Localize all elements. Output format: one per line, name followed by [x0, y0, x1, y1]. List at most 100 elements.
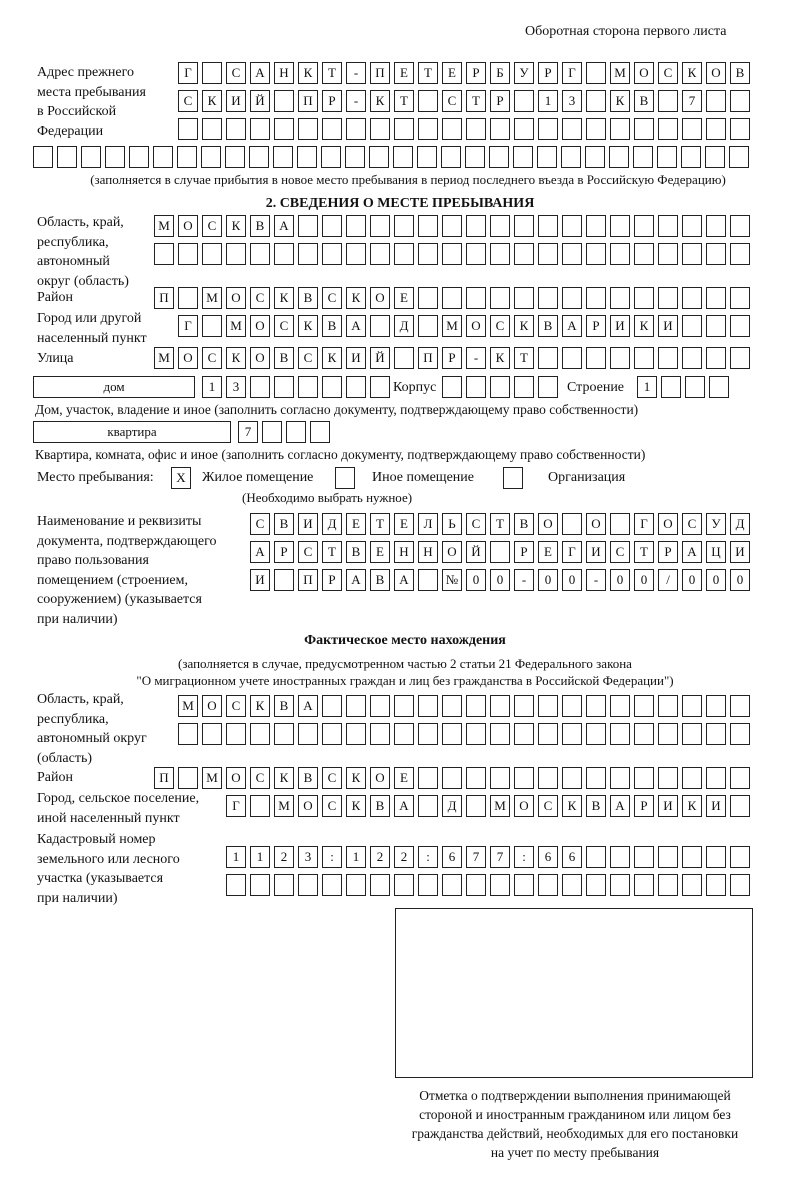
char-cell[interactable]: [538, 723, 558, 745]
char-cell[interactable]: [297, 146, 317, 168]
char-cell[interactable]: К: [682, 795, 702, 817]
char-cell[interactable]: [681, 146, 701, 168]
char-cell[interactable]: [610, 347, 630, 369]
char-cell[interactable]: К: [274, 287, 294, 309]
char-cell[interactable]: [178, 118, 198, 140]
char-cell[interactable]: К: [322, 347, 342, 369]
char-cell[interactable]: В: [586, 795, 606, 817]
char-cell[interactable]: И: [706, 795, 726, 817]
char-cell[interactable]: [370, 215, 390, 237]
char-cell[interactable]: [274, 723, 294, 745]
char-cell[interactable]: К: [610, 90, 630, 112]
char-cell[interactable]: О: [370, 767, 390, 789]
char-cell[interactable]: П: [298, 90, 318, 112]
char-cell[interactable]: М: [226, 315, 246, 337]
char-cell[interactable]: [418, 569, 438, 591]
char-cell[interactable]: [658, 215, 678, 237]
char-cell[interactable]: А: [250, 541, 270, 563]
char-cell[interactable]: Г: [562, 62, 582, 84]
char-cell[interactable]: [610, 243, 630, 265]
char-cell[interactable]: [466, 723, 486, 745]
char-cell[interactable]: [298, 215, 318, 237]
char-cell[interactable]: Т: [322, 62, 342, 84]
char-cell[interactable]: [706, 243, 726, 265]
char-cell[interactable]: [442, 118, 462, 140]
char-cell[interactable]: [369, 146, 389, 168]
char-cell[interactable]: №: [442, 569, 462, 591]
char-cell[interactable]: [586, 215, 606, 237]
char-cell[interactable]: 0: [562, 569, 582, 591]
char-cell[interactable]: 3: [298, 846, 318, 868]
char-cell[interactable]: [706, 846, 726, 868]
char-cell[interactable]: О: [706, 62, 726, 84]
char-cell[interactable]: С: [202, 215, 222, 237]
char-cell[interactable]: [262, 421, 282, 443]
char-cell[interactable]: [250, 795, 270, 817]
char-cell[interactable]: С: [322, 287, 342, 309]
char-cell[interactable]: [562, 118, 582, 140]
char-cell[interactable]: [178, 243, 198, 265]
char-cell[interactable]: [682, 215, 702, 237]
char-cell[interactable]: [202, 243, 222, 265]
char-cell[interactable]: [730, 243, 750, 265]
char-cell[interactable]: С: [178, 90, 198, 112]
char-cell[interactable]: М: [442, 315, 462, 337]
char-cell[interactable]: [658, 846, 678, 868]
char-cell[interactable]: [394, 215, 414, 237]
char-cell[interactable]: 2: [274, 846, 294, 868]
char-cell[interactable]: [562, 767, 582, 789]
char-cell[interactable]: [658, 874, 678, 896]
char-cell[interactable]: [730, 315, 750, 337]
char-cell[interactable]: [394, 695, 414, 717]
char-cell[interactable]: Е: [394, 513, 414, 535]
char-cell[interactable]: [706, 347, 726, 369]
char-cell[interactable]: Г: [634, 513, 654, 535]
char-cell[interactable]: [346, 874, 366, 896]
char-cell[interactable]: [658, 118, 678, 140]
char-cell[interactable]: [490, 541, 510, 563]
char-cell[interactable]: В: [514, 513, 534, 535]
char-cell[interactable]: С: [538, 795, 558, 817]
char-cell[interactable]: [610, 767, 630, 789]
char-cell[interactable]: [394, 723, 414, 745]
char-cell[interactable]: [442, 874, 462, 896]
char-cell[interactable]: Д: [730, 513, 750, 535]
char-cell[interactable]: [466, 215, 486, 237]
char-cell[interactable]: [418, 315, 438, 337]
char-cell[interactable]: В: [730, 62, 750, 84]
char-cell[interactable]: [322, 695, 342, 717]
char-cell[interactable]: 0: [610, 569, 630, 591]
char-cell[interactable]: 1: [637, 376, 657, 398]
char-cell[interactable]: [730, 767, 750, 789]
char-cell[interactable]: [513, 146, 533, 168]
char-cell[interactable]: Р: [634, 795, 654, 817]
char-cell[interactable]: [538, 215, 558, 237]
char-cell[interactable]: [370, 118, 390, 140]
char-cell[interactable]: 3: [562, 90, 582, 112]
char-cell[interactable]: [370, 874, 390, 896]
char-cell[interactable]: [394, 874, 414, 896]
char-cell[interactable]: [274, 376, 294, 398]
char-cell[interactable]: К: [490, 347, 510, 369]
char-cell[interactable]: [298, 243, 318, 265]
char-cell[interactable]: [274, 874, 294, 896]
char-cell[interactable]: [417, 146, 437, 168]
char-cell[interactable]: 0: [706, 569, 726, 591]
char-cell[interactable]: Т: [514, 347, 534, 369]
char-cell[interactable]: С: [226, 62, 246, 84]
char-cell[interactable]: [178, 767, 198, 789]
char-cell[interactable]: [682, 846, 702, 868]
char-cell[interactable]: М: [202, 287, 222, 309]
char-cell[interactable]: К: [274, 767, 294, 789]
char-cell[interactable]: [466, 376, 486, 398]
char-cell[interactable]: Б: [490, 62, 510, 84]
char-cell[interactable]: А: [274, 215, 294, 237]
char-cell[interactable]: Г: [178, 62, 198, 84]
char-cell[interactable]: К: [346, 287, 366, 309]
char-cell[interactable]: [442, 376, 462, 398]
char-cell[interactable]: О: [466, 315, 486, 337]
char-cell[interactable]: [586, 723, 606, 745]
char-cell[interactable]: [562, 243, 582, 265]
char-cell[interactable]: [730, 118, 750, 140]
char-cell[interactable]: К: [370, 90, 390, 112]
